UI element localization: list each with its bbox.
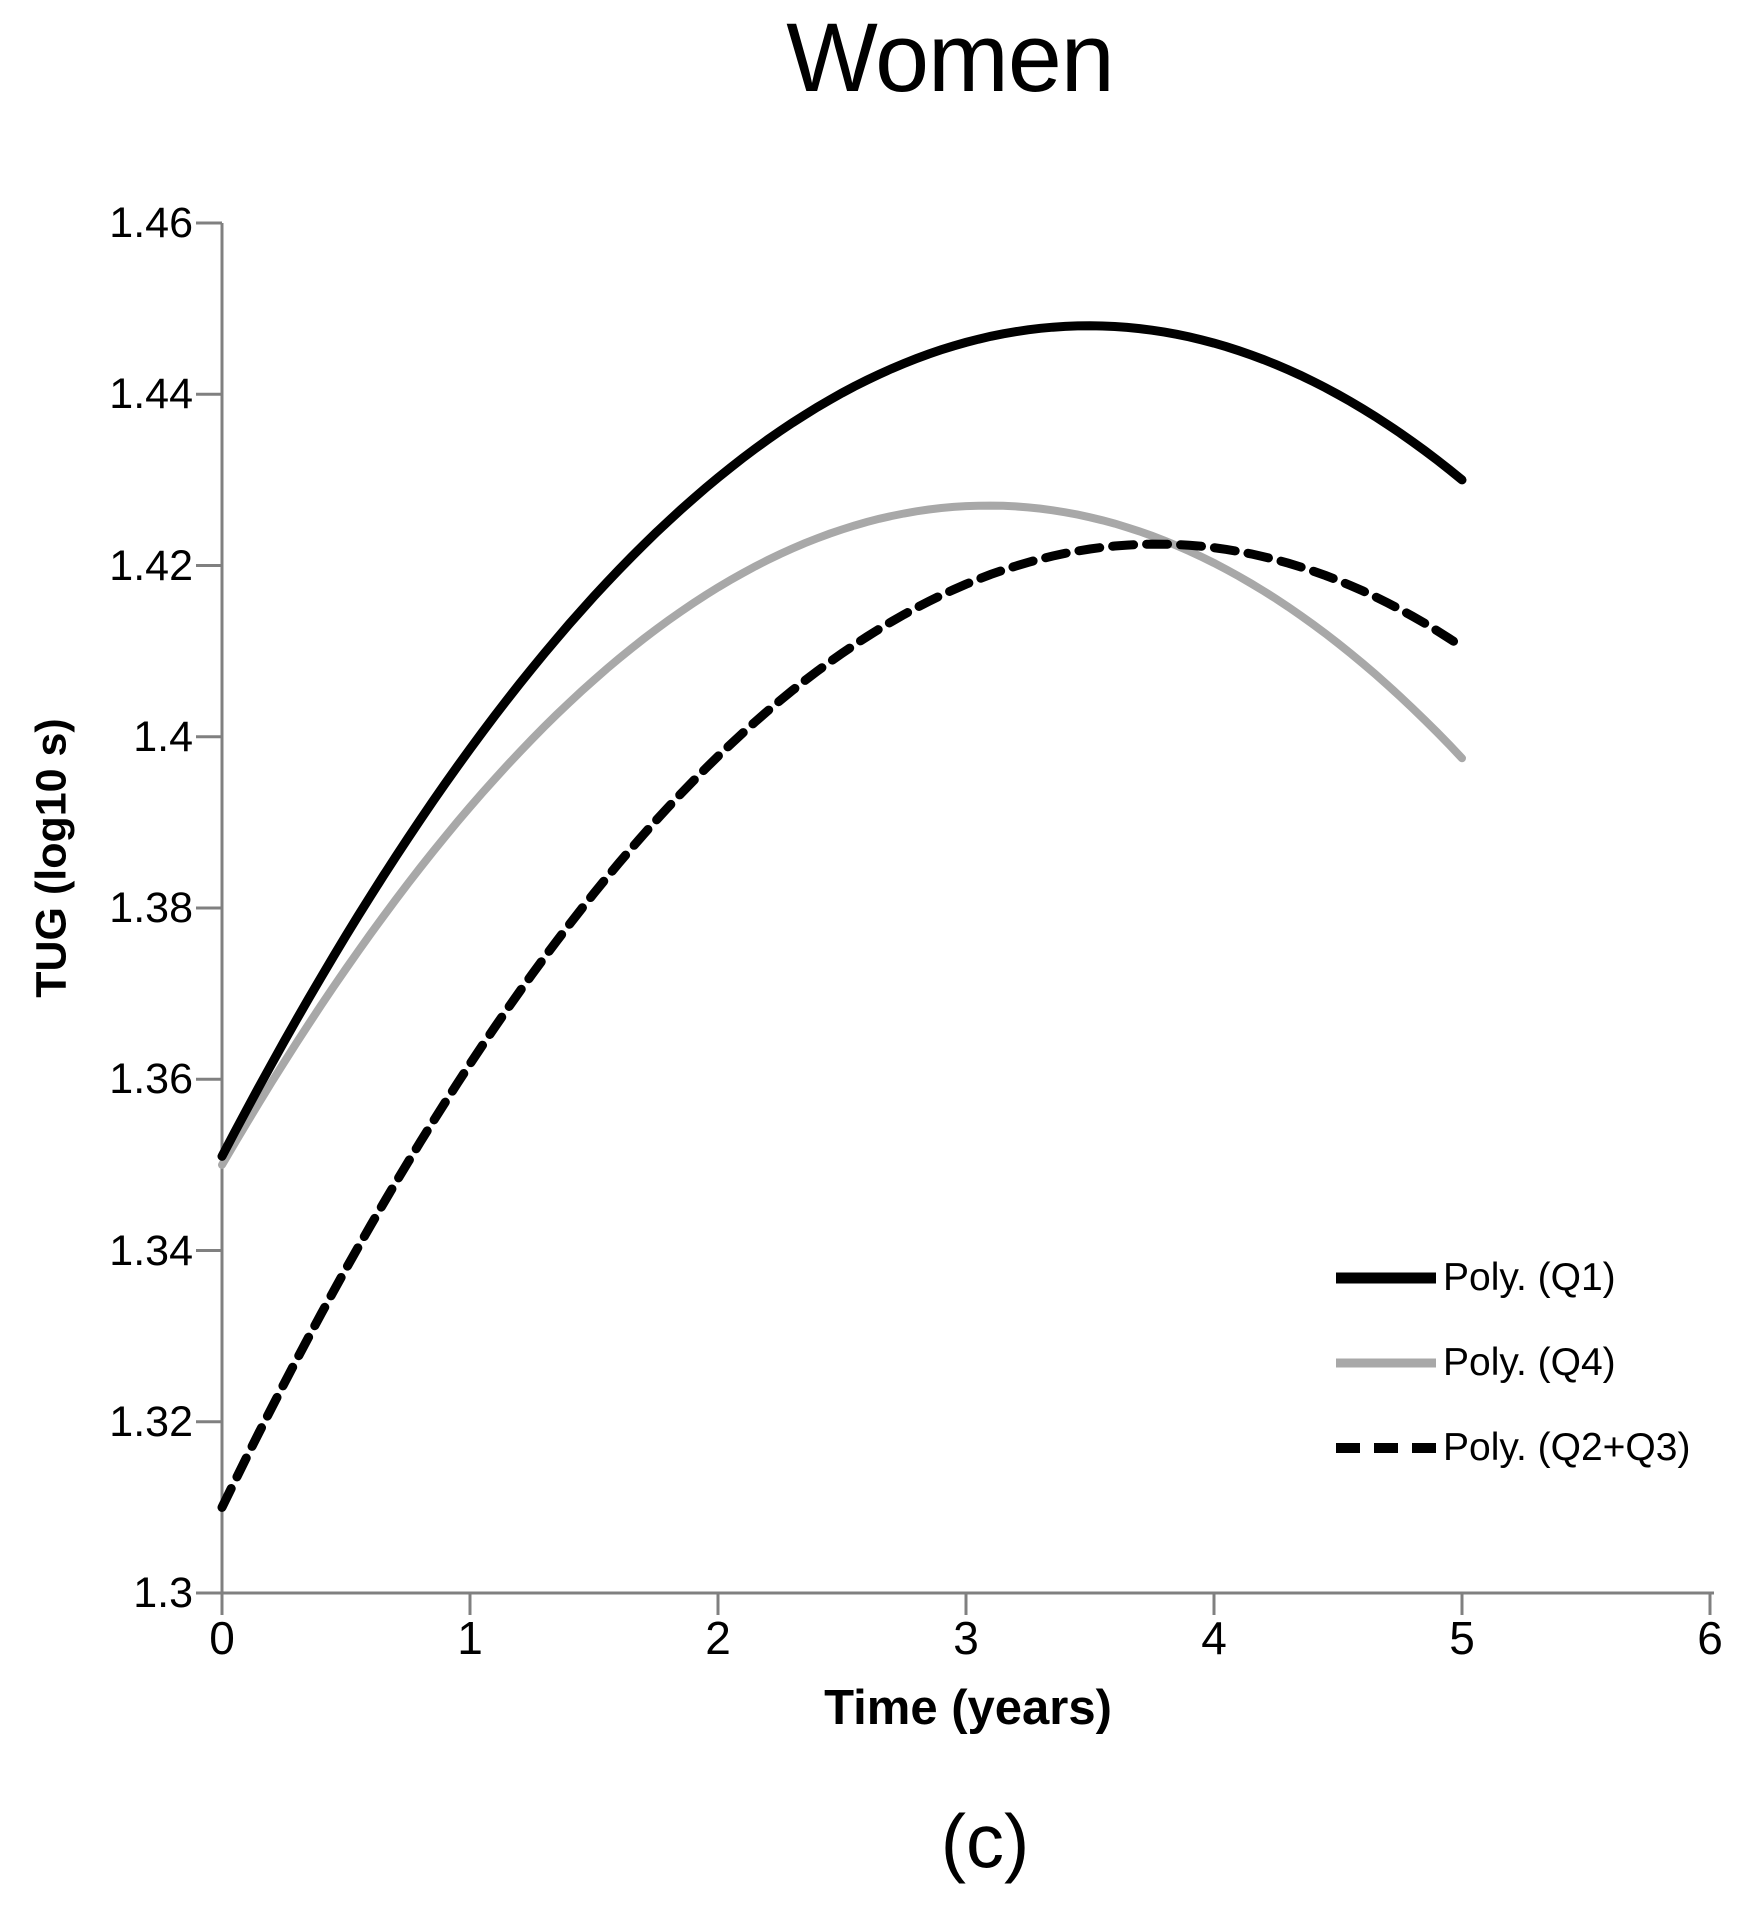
y-tick-label: 1.42 [109, 541, 193, 590]
curve-poly-q2-q3- [217, 539, 1467, 1512]
x-tick-label: 3 [953, 1612, 979, 1664]
chart-title: Women [786, 3, 1114, 112]
y-axis-label: TUG (log10 s) [27, 718, 76, 998]
x-tick-label: 0 [209, 1612, 235, 1664]
legend-label: Poly. (Q2+Q3) [1443, 1426, 1691, 1469]
y-tick-label: 1.4 [133, 712, 193, 761]
x-tick-label: 4 [1201, 1612, 1227, 1664]
legend-line-sample [1336, 1443, 1436, 1453]
y-tick-label: 1.34 [109, 1226, 193, 1275]
legend-line-sample [1336, 1272, 1436, 1284]
curve-poly-q4- [218, 501, 1466, 1169]
x-tick-label: 5 [1449, 1612, 1475, 1664]
y-tick-label: 1.32 [109, 1397, 193, 1446]
x-tick-label: 1 [457, 1612, 483, 1664]
legend-label: Poly. (Q4) [1443, 1341, 1616, 1384]
legend-label: Poly. (Q1) [1443, 1256, 1616, 1299]
legend-item: Poly. (Q2+Q3) [1336, 1424, 1690, 1472]
y-tick-label: 1.38 [109, 884, 193, 932]
y-tick-label: 1.3 [133, 1569, 193, 1617]
legend-item: Poly. (Q4) [1336, 1339, 1616, 1387]
x-axis-label: Time (years) [824, 1681, 1112, 1735]
y-tick-label: 1.36 [109, 1055, 193, 1104]
x-tick-label: 2 [705, 1612, 731, 1664]
legend-item: Poly. (Q1) [1336, 1254, 1616, 1302]
y-tick-label: 1.46 [109, 199, 193, 247]
curve-poly-q1- [217, 321, 1467, 1161]
y-tick-label: 1.44 [109, 370, 193, 419]
panel-caption: (c) [940, 1799, 1030, 1885]
x-tick-label: 6 [1697, 1612, 1723, 1664]
legend-line-sample [1336, 1358, 1436, 1368]
